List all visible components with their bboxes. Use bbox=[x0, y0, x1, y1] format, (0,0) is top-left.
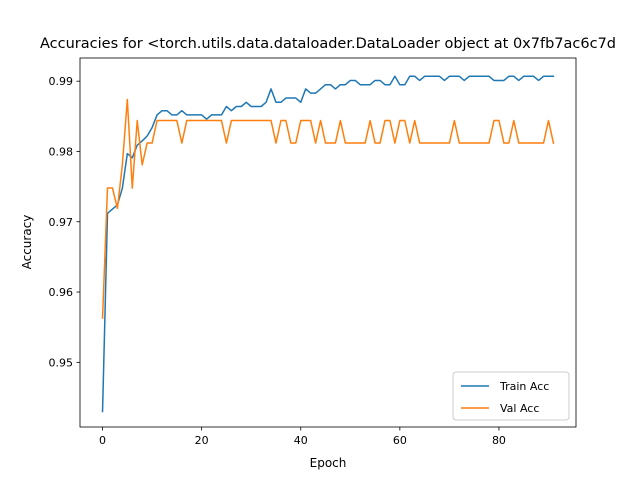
y-axis-label: Accuracy bbox=[20, 215, 34, 270]
x-tick-label: 40 bbox=[294, 434, 308, 447]
y-tick-label: 0.99 bbox=[49, 75, 74, 88]
series-line-val-acc bbox=[101, 98, 555, 319]
series-line-train-acc bbox=[101, 75, 555, 413]
x-axis-label: Epoch bbox=[310, 456, 347, 470]
x-tick-label: 0 bbox=[99, 434, 106, 447]
x-tick-label: 20 bbox=[195, 434, 209, 447]
legend-label: Val Acc bbox=[500, 402, 539, 415]
y-tick-label: 0.97 bbox=[49, 216, 74, 229]
x-tick-label: 80 bbox=[492, 434, 506, 447]
y-tick-label: 0.96 bbox=[49, 286, 74, 299]
y-axis-ticks: 0.95 0.96 0.97 0.98 0.99 bbox=[49, 75, 80, 369]
x-axis-ticks: 0 20 40 60 80 bbox=[99, 427, 506, 447]
plot-frame bbox=[79, 57, 577, 428]
y-tick-label: 0.98 bbox=[49, 145, 74, 158]
x-tick-label: 60 bbox=[393, 434, 407, 447]
chart-legend: Train Acc Val Acc bbox=[452, 371, 570, 421]
series-layer bbox=[101, 75, 555, 413]
legend-label: Train Acc bbox=[499, 380, 549, 393]
y-tick-label: 0.95 bbox=[49, 356, 74, 369]
chart-title: Accuracies for <torch.utils.data.dataloa… bbox=[40, 36, 616, 52]
